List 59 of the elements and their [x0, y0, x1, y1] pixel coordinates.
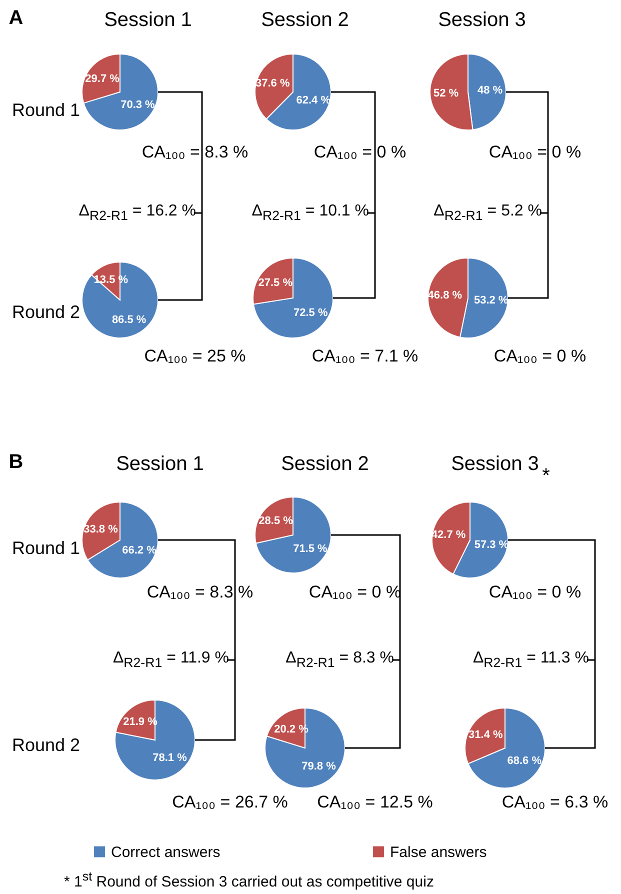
- legend-label: False answers: [390, 844, 487, 861]
- text: CA₁₀₀ = 25 %: [144, 346, 246, 366]
- text: Δ$_{R2-R1}$ = 10.1 %: [252, 202, 369, 223]
- data-label: 46.8 %: [428, 290, 462, 302]
- pie-slice: [265, 708, 345, 788]
- text: Δ$_{R2-R1}$ = 16.2 %: [78, 202, 196, 223]
- text: CA₁₀₀ = 8.3 %: [146, 582, 254, 602]
- text: CA₁₀₀ = 0 %: [488, 142, 582, 162]
- pie-slice: [115, 700, 195, 780]
- data-label: 79.8 %: [302, 760, 336, 773]
- text: CA₁₀₀ = 0 %: [494, 346, 586, 366]
- data-label: 48 %: [477, 84, 503, 97]
- text: * 1$^{st}$ Round of Session 3 carried out as competitive quiz: [64, 870, 434, 890]
- text: CA₁₀₀ = 7.1 %: [312, 346, 418, 366]
- data-label: 78.1 %: [152, 752, 188, 764]
- chart-title: Session 1: [104, 9, 192, 31]
- text: CA₁₀₀ = 12.5 %: [317, 792, 433, 812]
- text: CA₁₀₀ = 8.3 %: [142, 142, 248, 162]
- chart-title: Session 1: [116, 453, 204, 475]
- text: CA₁₀₀ = 6.3 %: [502, 792, 608, 812]
- text: Δ$_{R2-R1}$ = 11.3 %: [472, 650, 589, 670]
- chart-title: Session 2: [281, 453, 369, 475]
- pie-slice: [468, 708, 545, 788]
- data-label: 72.5 %: [294, 307, 328, 320]
- text: CA₁₀₀ = 0 %: [488, 582, 582, 602]
- legend-label: Correct answers: [111, 844, 220, 861]
- data-label: 33.8 %: [84, 523, 118, 536]
- data-label: 28.5 %: [258, 515, 294, 528]
- chart-title: Session 3: [438, 9, 526, 31]
- text: Δ$_{R2-R1}$ = 8.3 %: [286, 650, 394, 670]
- text: *: [542, 465, 550, 487]
- pie-slice: [255, 497, 331, 573]
- data-label: 27.5 %: [258, 276, 293, 289]
- data-label: 70.3 %: [120, 99, 156, 112]
- pie-slice: [82, 262, 158, 338]
- data-label: 53.2 %: [474, 294, 508, 306]
- data-label: 37.6 %: [255, 78, 290, 90]
- data-label: 66.2 %: [122, 544, 157, 557]
- text: A: [8, 7, 24, 29]
- data-label: 71.5 %: [293, 542, 328, 555]
- data-label: 68.6 %: [507, 754, 542, 767]
- chart-title: Session 2: [261, 9, 349, 31]
- text: Δ$_{R2-R1}$ = 5.2 %: [434, 202, 542, 223]
- text: Round 2: [12, 735, 80, 755]
- data-label: 42.7 %: [431, 528, 466, 541]
- text: CA₁₀₀ = 0 %: [314, 142, 406, 162]
- pie-slice: [253, 258, 333, 338]
- text: Δ$_{R2-R1}$ = 11.9 %: [112, 650, 229, 670]
- text: B: [8, 451, 24, 473]
- text: Round 1: [12, 100, 80, 120]
- pie-slice: [83, 54, 158, 130]
- chart-title: Session 3: [451, 453, 539, 475]
- data-label: 52 %: [433, 87, 459, 100]
- data-label: 86.5 %: [112, 314, 146, 326]
- text: Round 1: [12, 538, 80, 558]
- text: Round 2: [12, 302, 80, 322]
- data-label: 31.4 %: [468, 729, 503, 742]
- data-label: 29.7 %: [85, 72, 120, 85]
- text: CA₁₀₀ = 26.7 %: [172, 792, 288, 812]
